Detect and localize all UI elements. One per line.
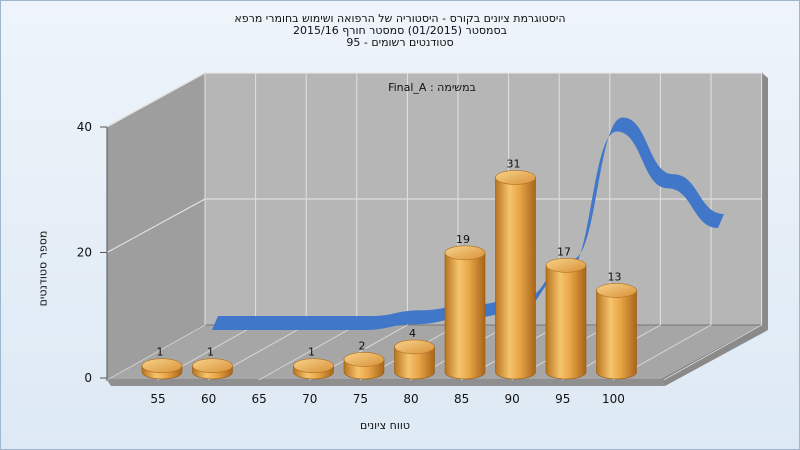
- bar-body: [495, 177, 536, 380]
- bar-cap: [495, 170, 536, 185]
- bar-cap: [141, 358, 183, 374]
- x-axis-label: טווח ציונים: [360, 419, 410, 432]
- bar-body: [444, 252, 486, 380]
- gridline-side: [106, 72, 206, 128]
- bar-label: 31: [507, 157, 521, 170]
- y-axis-label: מספר סטודנטים: [36, 230, 50, 307]
- bar-cap: [596, 283, 637, 298]
- bar-label: 1: [308, 346, 315, 359]
- bar-80: 4: [394, 327, 435, 380]
- bar-85: 19: [444, 233, 486, 380]
- chart-title: היסטוגרמת ציונים בקורס - היסטוריה של הרפ…: [234, 12, 566, 25]
- bar-100: 13: [596, 270, 637, 380]
- bar-90: 31: [495, 157, 536, 380]
- plot-walls: [105, 72, 768, 386]
- x-tick-label: 90: [505, 392, 520, 406]
- x-tick-label: 70: [302, 392, 317, 406]
- gridline-floor: [106, 324, 206, 381]
- x-tick-label: 65: [252, 392, 267, 406]
- bar-70: 1: [293, 346, 334, 380]
- x-tick-label: 55: [150, 392, 165, 406]
- bar-body: [545, 265, 587, 380]
- bar-series: 1 1 1 2 4 19 31 17 13: [141, 157, 637, 380]
- bar-cap: [192, 358, 233, 374]
- bar-label: 1: [207, 346, 214, 359]
- x-tick-label: 80: [403, 392, 418, 406]
- gridline-side: [106, 198, 206, 253]
- bar-55: 1: [141, 346, 183, 380]
- bar-body: [394, 346, 435, 380]
- bar-cap: [293, 358, 334, 374]
- gridline-floor: [258, 324, 358, 381]
- y-tick-label: 20: [77, 246, 92, 260]
- bar-cap: [394, 339, 435, 355]
- x-tick-label: 75: [353, 392, 368, 406]
- bar-cap: [343, 352, 385, 367]
- gridline-floor: [663, 324, 762, 381]
- x-tick-label: 100: [602, 392, 625, 406]
- bar-cap: [545, 258, 587, 273]
- x-tick-label: 85: [454, 392, 469, 406]
- bar-60: 1: [192, 346, 233, 380]
- x-tick-label: 60: [201, 392, 216, 406]
- bar-label: 19: [456, 233, 470, 246]
- y-tick-label: 40: [77, 120, 92, 134]
- front-edge: [107, 380, 665, 386]
- bar-cap: [444, 245, 486, 261]
- chart-subtitle-semester: בסמסטר (01/2015) סמסטר חורף 2015/16: [293, 24, 507, 37]
- bar-75: 2: [343, 339, 385, 380]
- chart-subtitle-students: סטודנטים רשומים - 95: [346, 36, 454, 49]
- x-tick-label: 95: [555, 392, 570, 406]
- bar-label: 2: [359, 339, 366, 352]
- bar-label: 13: [608, 270, 622, 283]
- bar-body: [596, 290, 637, 380]
- y-axis: 0 20 40: [77, 120, 108, 385]
- floor-edge: [661, 325, 768, 386]
- y-tick-label: 0: [84, 371, 92, 385]
- right-edge: [762, 73, 768, 330]
- assignment-annotation: במשימה : Final_A: [388, 81, 476, 94]
- bar-label: 1: [157, 346, 164, 359]
- bar-label: 4: [409, 327, 416, 340]
- bar-95: 17: [545, 245, 587, 380]
- x-axis: 55 60 65 70 75 80 85 90 95 100: [150, 392, 624, 406]
- bar-label: 17: [557, 245, 571, 258]
